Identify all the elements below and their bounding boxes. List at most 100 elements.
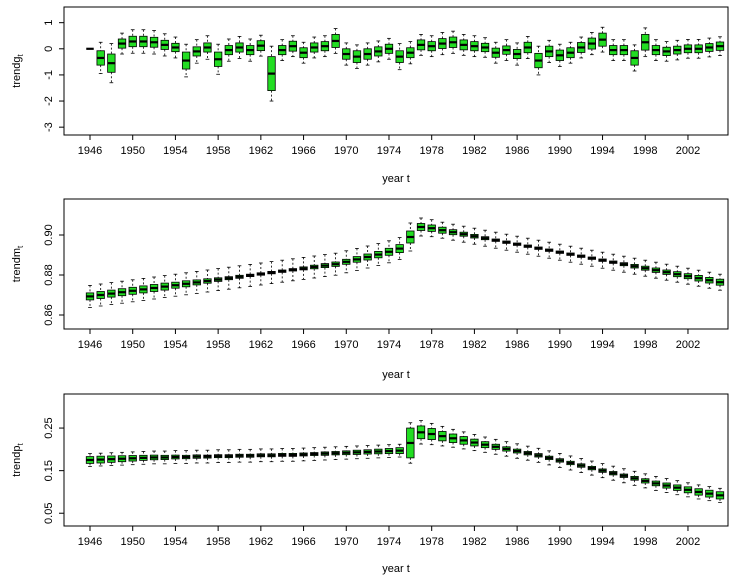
box-1959: [224, 266, 233, 290]
x-tick-label: 1958: [206, 536, 230, 548]
box-1947: [96, 283, 105, 307]
box-1990: [555, 43, 564, 67]
box-1965: [288, 258, 298, 282]
x-axis-label: year t: [382, 563, 410, 575]
box-1999: [651, 475, 661, 491]
box-1988: [534, 447, 543, 463]
boxplot-series: [85, 217, 725, 308]
box-1996: [619, 255, 629, 273]
box-1965: [288, 35, 298, 58]
box-1950: [128, 451, 137, 466]
box-1973: [374, 243, 383, 267]
box-1972: [363, 245, 372, 269]
panel-trendp: 1946 1950 1954 1958 1962 1966 1970 1974 1978 1982…: [11, 393, 729, 575]
box-1984: [491, 438, 500, 455]
box-1963: [267, 448, 276, 463]
box-1993: [587, 249, 597, 267]
box-1961: [246, 38, 255, 62]
box-1951: [139, 29, 148, 54]
box-1958: [213, 43, 223, 75]
box-1961: [246, 263, 255, 287]
box-1982: [470, 35, 479, 58]
box-1957: [203, 269, 212, 293]
x-tick-label: 1966: [291, 536, 315, 548]
box-1976: [406, 422, 415, 464]
box-1984: [491, 231, 500, 249]
x-tick-label: 1954: [163, 145, 187, 157]
box-1948: [107, 452, 116, 466]
box-1961: [246, 448, 255, 463]
box-1971: [352, 445, 362, 460]
box-1958: [213, 449, 223, 463]
x-tick-label: 1970: [334, 145, 358, 157]
box-1950: [128, 29, 137, 54]
y-axis-label-subscript: t: [16, 443, 25, 446]
box-1971: [352, 44, 362, 69]
box-1975: [395, 237, 404, 261]
box-1975: [395, 43, 404, 71]
x-tick-label: 1950: [120, 339, 144, 351]
x-tick-label: 1958: [206, 339, 230, 351]
y-axis-label-subscript: t: [16, 245, 25, 248]
box-1991: [566, 455, 575, 471]
box-1970: [342, 250, 351, 274]
box-2004: [705, 37, 714, 58]
box-1977: [416, 217, 426, 237]
box-1962: [256, 34, 265, 57]
box-1979: [438, 221, 447, 239]
y-axis-label-main: trendm: [11, 248, 23, 282]
x-tick-label: 1986: [505, 536, 529, 548]
box-1986: [512, 235, 522, 253]
box-1997: [630, 44, 639, 72]
box-1955: [181, 43, 191, 78]
box-1962: [256, 262, 265, 286]
box-1980: [448, 428, 458, 448]
box-1987: [523, 237, 532, 255]
box-1958: [213, 268, 223, 292]
box-1989: [545, 39, 554, 63]
box-1986: [512, 443, 522, 459]
box-2000: [662, 41, 671, 62]
x-tick-label: 1982: [462, 536, 486, 548]
box-1960: [235, 448, 244, 463]
x-axis-label: year t: [382, 173, 410, 185]
x-tick-label: 1962: [249, 339, 273, 351]
box-2003: [694, 269, 703, 287]
box-2005: [715, 487, 725, 503]
box-1967: [310, 255, 319, 279]
box-2002: [683, 482, 693, 498]
plot-frame: [63, 198, 729, 330]
box-1974: [384, 37, 394, 60]
box-1949: [117, 32, 127, 55]
x-tick-label: 1970: [334, 536, 358, 548]
box-2005: [715, 273, 725, 291]
y-axis-label: trendgt: [11, 54, 25, 88]
box-1990: [555, 452, 564, 468]
box-1953: [160, 450, 169, 465]
box-1992: [577, 247, 586, 265]
y-tick-label: -3: [43, 122, 55, 132]
box-1952: [149, 30, 159, 55]
box-1975: [395, 443, 404, 458]
y-tick-label: 0.86: [43, 304, 55, 325]
box-2003: [694, 38, 703, 59]
box-1965: [288, 448, 298, 462]
y-tick-label: 0.90: [43, 224, 55, 245]
box-1982: [470, 434, 479, 452]
box-1994: [598, 26, 607, 53]
boxplot-series: [86, 26, 725, 102]
box-1956: [192, 449, 201, 464]
box-1954: [171, 450, 180, 464]
x-tick-label: 1974: [377, 339, 401, 351]
box-1960: [235, 35, 244, 59]
box-1991: [566, 245, 575, 263]
box-1972: [363, 42, 372, 66]
box-1966: [299, 256, 308, 280]
box-1988: [534, 45, 543, 76]
box-1973: [374, 40, 383, 63]
box-1981: [459, 225, 468, 243]
box-2000: [662, 478, 671, 493]
box-2002: [683, 38, 693, 59]
y-tick-label: 0.15: [43, 460, 55, 481]
box-1983: [480, 229, 490, 247]
